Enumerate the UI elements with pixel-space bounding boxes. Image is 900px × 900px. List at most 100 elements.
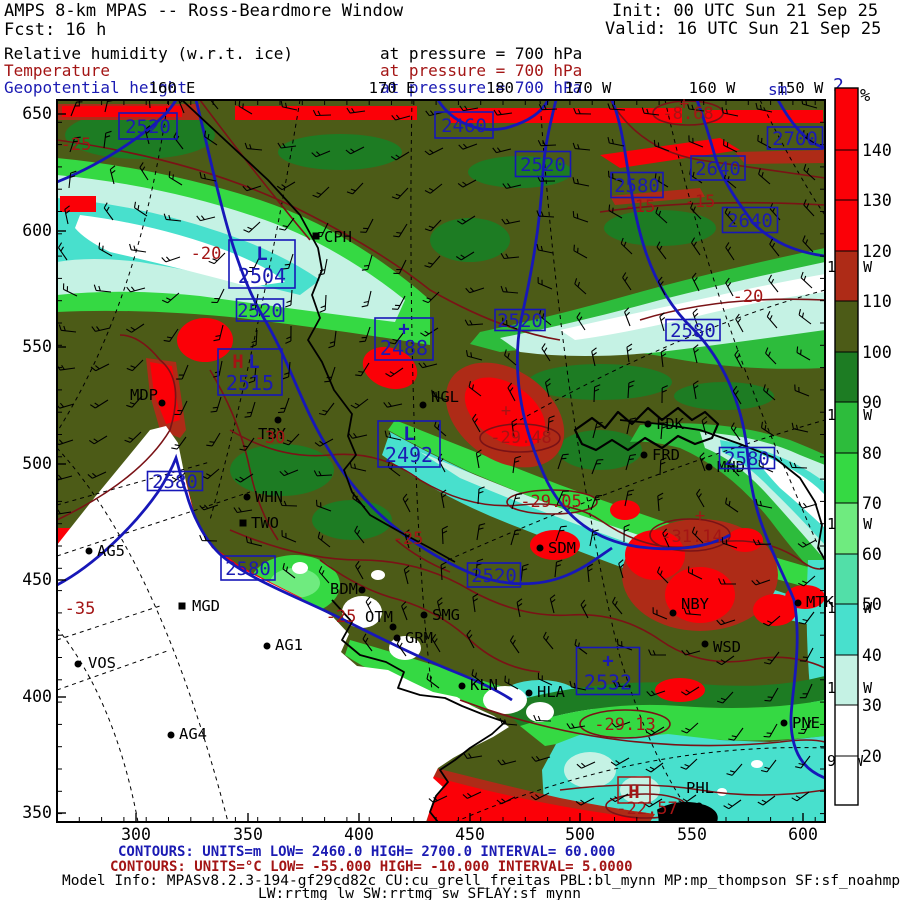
- height-label-box: [235, 298, 285, 322]
- wind-barb: [701, 416, 708, 436]
- wind-barb: [391, 295, 406, 310]
- temp-value-label: -8.68: [662, 104, 713, 124]
- wind-barb: [462, 791, 482, 799]
- wind-barb: [246, 257, 260, 273]
- height-label-box: [494, 308, 546, 332]
- colorbar-segment: [834, 87, 859, 151]
- station-marker: [158, 399, 166, 407]
- wind-barb: [678, 794, 697, 805]
- wind-barb: [692, 344, 699, 364]
- wind-barb: [497, 759, 517, 766]
- colorbar-tick-label: 50: [862, 595, 882, 614]
- height-value-label: 2580: [670, 320, 716, 342]
- height-label-box: [718, 446, 776, 470]
- wind-barb: [752, 539, 772, 546]
- wind-barb: [314, 438, 334, 447]
- wind-barb: [656, 566, 669, 584]
- wind-barb: [385, 367, 404, 378]
- wind-barb: [760, 421, 775, 437]
- legend-level-temp: at pressure = 700 hPa: [380, 61, 582, 80]
- wind-barb: [500, 285, 519, 294]
- station-marker: [794, 599, 802, 607]
- wind-barb: [645, 762, 664, 773]
- wind-barb: [718, 578, 737, 585]
- wind-barb: [683, 607, 702, 616]
- station-label: PNE: [792, 714, 820, 732]
- wind-barb: [393, 223, 408, 238]
- colorbar-segment: [834, 351, 859, 403]
- wind-barb: [365, 596, 374, 616]
- wind-barb: [315, 499, 332, 512]
- station-label: AG4: [179, 725, 207, 743]
- wind-barb: [576, 312, 586, 331]
- wind-barb: [801, 100, 818, 109]
- temp-value-label: -35: [65, 599, 96, 619]
- wind-barb: [129, 243, 147, 253]
- wind-barb: [466, 629, 475, 649]
- wind-barb: [686, 103, 705, 112]
- wind-barb: [757, 134, 772, 149]
- height-label-box: [217, 348, 283, 396]
- wind-barb: [196, 215, 216, 222]
- wind-barb: [317, 531, 331, 548]
- colorbar-outline: [834, 87, 859, 806]
- height-value-label: 2492: [385, 443, 433, 467]
- station-marker: [701, 640, 709, 648]
- wind-barb: [318, 258, 328, 276]
- wind-barb: [590, 494, 603, 511]
- wind-barb: [167, 472, 186, 483]
- wind-barb: [646, 690, 666, 697]
- station-marker: [640, 451, 648, 459]
- wind-barb: [459, 105, 479, 112]
- wind-barb: [98, 242, 113, 257]
- wind-barb: [504, 675, 519, 690]
- wind-barb: [734, 349, 743, 369]
- wind-barb: [691, 272, 700, 292]
- station-label: CPH: [324, 228, 352, 246]
- wind-barb: [163, 328, 179, 342]
- extremum-symbol: +: [398, 318, 409, 340]
- wind-barb: [458, 143, 478, 150]
- wind-barb: [791, 422, 809, 433]
- wind-barb: [58, 324, 77, 333]
- wind-barb: [402, 493, 411, 513]
- wind-barb: [728, 727, 744, 741]
- temp-value-label: -25: [326, 607, 357, 627]
- wind-barb: [362, 633, 373, 652]
- wind-barb: [282, 562, 296, 579]
- wind-barb: [57, 509, 72, 515]
- wind-barb: [791, 791, 810, 802]
- wind-barb: [572, 177, 590, 187]
- wind-barb: [199, 534, 218, 542]
- wind-barb: [593, 384, 601, 403]
- wind-barb: [691, 237, 701, 256]
- wind-barb: [465, 350, 483, 361]
- station-marker: [312, 232, 320, 240]
- station-label: MGD: [192, 597, 220, 615]
- height-label-box: [220, 555, 276, 581]
- wind-barb: [345, 146, 365, 155]
- wind-barb: [441, 525, 448, 545]
- wind-barb: [688, 135, 704, 148]
- height-label-box: [434, 111, 494, 139]
- wind-barb: [657, 276, 666, 296]
- wind-barb: [768, 274, 779, 293]
- x-axis-tick-label: 300: [121, 825, 151, 844]
- wind-barb: [163, 213, 182, 222]
- y-axis-tick-label: 500: [22, 454, 52, 473]
- wind-barb: [311, 150, 331, 158]
- colorbar-unit-label: %: [860, 86, 870, 106]
- wind-barb: [543, 631, 554, 650]
- wind-barb: [401, 601, 408, 621]
- wind-barb: [580, 599, 589, 619]
- station-marker: [389, 623, 397, 631]
- wind-barb: [109, 165, 116, 185]
- colorbar-tick-label: 80: [862, 444, 882, 463]
- colorbar-tick-label: 30: [862, 696, 882, 715]
- wind-barb: [511, 418, 518, 438]
- wind-barb: [587, 563, 594, 583]
- station-label: SMG: [432, 606, 460, 624]
- colorbar-segment: [834, 452, 859, 504]
- wind-barb: [103, 130, 112, 149]
- colorbar-segment: [834, 149, 859, 201]
